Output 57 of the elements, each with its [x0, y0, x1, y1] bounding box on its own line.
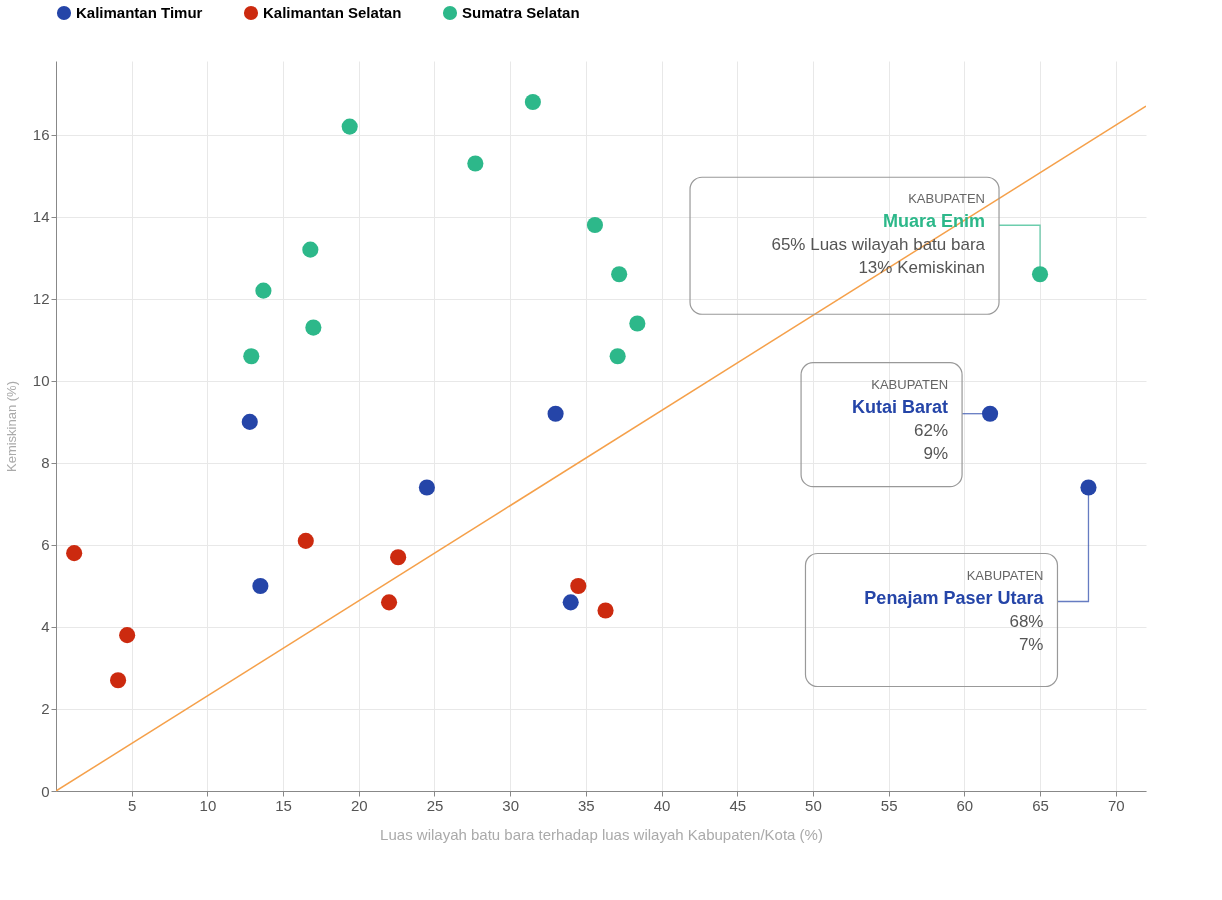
- x-tick-label: 50: [805, 796, 822, 814]
- point: [982, 405, 999, 422]
- point: [252, 577, 269, 594]
- x-tick-label: 10: [199, 796, 217, 814]
- x-tick-label: 70: [1107, 796, 1125, 814]
- point: [629, 315, 646, 332]
- point: [297, 532, 314, 549]
- y-tick-label: 10: [32, 372, 50, 390]
- x-tick-label: 15: [275, 796, 292, 814]
- point: [570, 577, 587, 594]
- point: [305, 319, 322, 336]
- point: [302, 241, 319, 258]
- point: [611, 266, 628, 283]
- point: [390, 549, 407, 566]
- x-tick-label: 40: [653, 796, 671, 814]
- point: [341, 118, 358, 135]
- y-tick-label: 0: [41, 782, 50, 800]
- x-tick-label: 35: [578, 796, 595, 814]
- x-tick-label: 45: [729, 796, 747, 814]
- point: [1031, 266, 1049, 283]
- annotation: KABUPATEN Kutai Barat 62% 9%: [852, 376, 949, 463]
- point: [609, 348, 626, 365]
- point: [524, 93, 541, 111]
- y-tick-label: 14: [32, 208, 50, 226]
- x-tick-label: 5: [128, 796, 137, 814]
- point: [66, 545, 83, 562]
- x-tick-label: 30: [502, 796, 520, 814]
- point: [243, 348, 260, 365]
- annotation: KABUPATEN Penajam Paser Utara 68% 7%: [864, 567, 1045, 654]
- x-tick-label: 65: [1032, 796, 1049, 814]
- y-tick-label: 4: [41, 618, 50, 636]
- legend-label: Kalimantan Timur: [76, 4, 203, 21]
- legend-label: Sumatra Selatan: [462, 4, 580, 21]
- x-tick-label: 60: [956, 796, 974, 814]
- point: [380, 594, 398, 611]
- y-tick-label: 2: [41, 700, 50, 718]
- y-tick-label: 12: [32, 290, 50, 308]
- x-tick-label: 20: [350, 796, 368, 814]
- x-axis-title: Luas wilayah batu bara terhadap luas wilayah Kabupaten/Kota (%): [380, 825, 823, 843]
- point: [1080, 479, 1097, 496]
- point: [547, 405, 564, 422]
- point: [241, 413, 258, 430]
- legend-label: Kalimantan Selatan: [263, 4, 402, 21]
- y-tick-label: 16: [32, 126, 50, 144]
- point: [418, 479, 435, 496]
- x-tick-label: 25: [426, 796, 444, 814]
- y-tick-label: 8: [41, 454, 50, 472]
- point: [597, 602, 614, 619]
- y-tick-label: 6: [41, 536, 50, 554]
- point: [255, 282, 272, 299]
- point: [110, 672, 127, 689]
- point: [562, 594, 579, 611]
- point: [119, 627, 136, 644]
- point: [586, 217, 604, 234]
- y-axis-title: Kemiskinan (%): [3, 380, 19, 473]
- point: [467, 155, 484, 172]
- x-tick-label: 55: [880, 796, 898, 814]
